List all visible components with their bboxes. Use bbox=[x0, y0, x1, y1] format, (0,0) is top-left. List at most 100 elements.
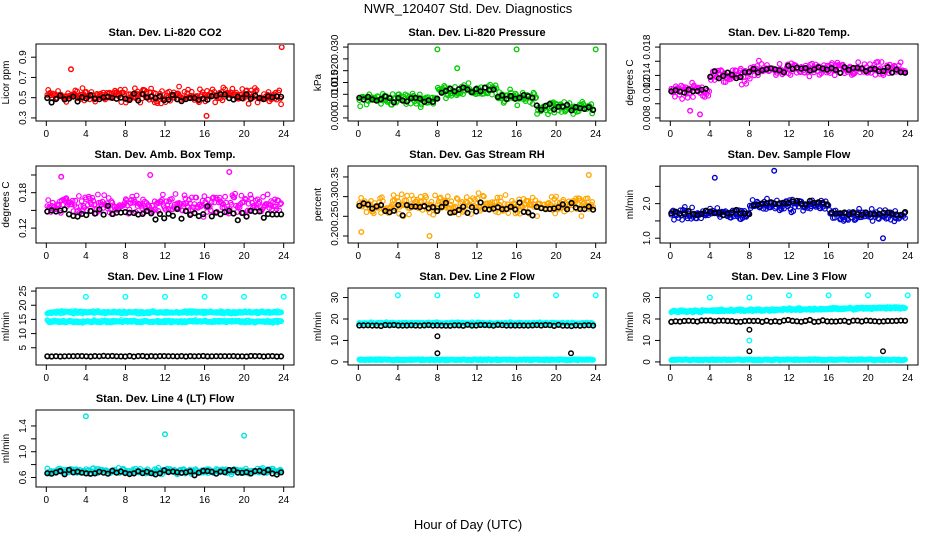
series-1 bbox=[44, 293, 287, 317]
data-point bbox=[230, 210, 237, 217]
x-tick-label: 0 bbox=[44, 251, 50, 262]
data-point bbox=[464, 86, 471, 93]
data-point bbox=[63, 195, 70, 202]
data-point bbox=[720, 72, 727, 80]
data-point bbox=[538, 106, 545, 113]
data-point bbox=[197, 203, 204, 210]
data-point bbox=[507, 92, 514, 100]
data-points bbox=[668, 292, 911, 364]
chart-title: Stan. Dev. Li-820 CO2 bbox=[109, 27, 222, 39]
data-point bbox=[83, 212, 90, 219]
outlier-point bbox=[786, 292, 793, 299]
data-point bbox=[529, 194, 536, 201]
data-point bbox=[191, 472, 198, 479]
data-point bbox=[139, 90, 146, 98]
data-point bbox=[472, 196, 478, 203]
data-point bbox=[901, 209, 909, 216]
series-2 bbox=[356, 356, 596, 364]
x-tick-label: 0 bbox=[44, 495, 50, 506]
data-point bbox=[585, 104, 592, 111]
x-tick-label: 16 bbox=[199, 129, 211, 140]
data-point bbox=[148, 210, 155, 217]
x-tick-label: 8 bbox=[123, 373, 129, 384]
data-point bbox=[590, 356, 596, 363]
x-tick-label: 0 bbox=[356, 373, 362, 384]
data-point bbox=[533, 102, 540, 109]
data-point bbox=[74, 213, 81, 220]
data-point bbox=[89, 194, 96, 201]
y-tick-label: 0.000 bbox=[330, 105, 341, 130]
data-point bbox=[880, 67, 887, 75]
data-point bbox=[832, 66, 839, 73]
data-point bbox=[499, 92, 506, 99]
x-tick-label: 24 bbox=[278, 495, 290, 506]
series-1 bbox=[356, 292, 599, 328]
x-tick-label: 24 bbox=[278, 129, 290, 140]
y-tick-label: 0 bbox=[330, 359, 341, 365]
data-point bbox=[159, 88, 165, 94]
data-point bbox=[91, 210, 98, 217]
data-point bbox=[507, 203, 514, 210]
y-tick-label: 0.12 bbox=[18, 218, 29, 238]
data-point bbox=[243, 213, 250, 220]
x-tick-label: 16 bbox=[199, 251, 211, 262]
chart-title: Stan. Dev. Amb. Box Temp. bbox=[95, 149, 236, 161]
data-point bbox=[568, 107, 575, 114]
x-tick-label: 8 bbox=[747, 373, 753, 384]
data-point bbox=[221, 469, 228, 476]
x-tick-label: 16 bbox=[199, 373, 211, 384]
data-point bbox=[806, 73, 813, 80]
outlier-point bbox=[161, 431, 168, 438]
x-tick-label: 24 bbox=[902, 251, 914, 262]
x-tick-label: 12 bbox=[159, 373, 171, 384]
y-tick-label: 10 bbox=[330, 334, 341, 346]
data-point bbox=[221, 91, 228, 98]
x-tick-label: 16 bbox=[823, 129, 835, 140]
data-point bbox=[399, 212, 406, 219]
data-point bbox=[868, 205, 875, 212]
x-tick-label: 16 bbox=[511, 373, 523, 384]
data-point bbox=[869, 218, 876, 224]
x-tick-label: 20 bbox=[551, 251, 563, 262]
data-point bbox=[452, 203, 458, 210]
data-point bbox=[589, 106, 597, 114]
outlier-point bbox=[161, 293, 168, 300]
series-3 bbox=[44, 352, 285, 360]
outlier-point bbox=[82, 293, 89, 300]
outlier-point bbox=[67, 66, 74, 73]
y-axis-label: degrees C bbox=[1, 181, 12, 227]
outlier-point bbox=[687, 107, 694, 114]
data-point bbox=[707, 73, 714, 80]
x-tick-label: 24 bbox=[278, 251, 290, 262]
y-tick-label: 20 bbox=[18, 299, 29, 311]
outlier-point bbox=[697, 111, 704, 118]
data-point bbox=[57, 467, 64, 475]
data-point bbox=[187, 468, 194, 475]
data-point bbox=[743, 80, 750, 87]
data-point bbox=[222, 193, 229, 200]
y-axis-label: Licor ppm bbox=[1, 61, 12, 105]
data-point bbox=[182, 208, 189, 215]
x-tick-label: 16 bbox=[511, 251, 523, 262]
x-tick-label: 4 bbox=[83, 129, 89, 140]
y-tick-label: 0.008 bbox=[642, 105, 653, 130]
x-tick-label: 0 bbox=[44, 373, 50, 384]
x-tick-label: 4 bbox=[707, 373, 713, 384]
y-tick-label: 0.030 bbox=[330, 34, 341, 59]
x-tick-label: 12 bbox=[783, 251, 795, 262]
data-point bbox=[247, 470, 254, 477]
data-point bbox=[177, 201, 184, 208]
data-point bbox=[122, 196, 129, 203]
y-tick-label: 10 bbox=[18, 328, 29, 340]
data-point bbox=[516, 199, 523, 206]
data-point bbox=[260, 214, 267, 221]
data-point bbox=[418, 198, 425, 205]
data-point bbox=[897, 59, 904, 66]
x-tick-label: 0 bbox=[356, 129, 362, 140]
data-point bbox=[755, 72, 761, 79]
x-tick-label: 20 bbox=[239, 373, 251, 384]
plot-frame bbox=[659, 287, 919, 366]
outlier-point bbox=[434, 350, 441, 357]
y-axis-label: ml/min bbox=[1, 312, 12, 341]
data-point bbox=[525, 209, 532, 216]
